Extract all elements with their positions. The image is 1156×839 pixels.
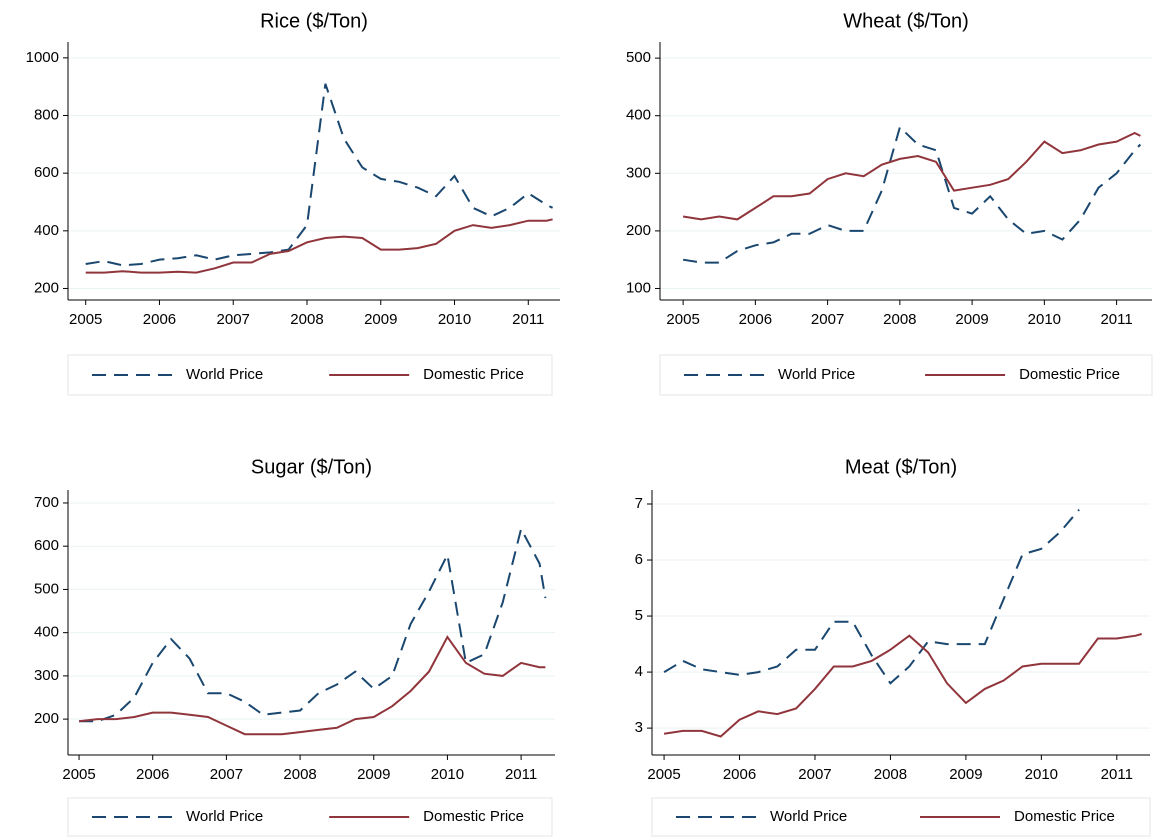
series-line bbox=[78, 635, 546, 736]
x-tick-label: 2006 bbox=[136, 766, 169, 783]
y-tick-label: 800 bbox=[34, 106, 59, 123]
x-tick-label: 2005 bbox=[666, 311, 699, 328]
series-line bbox=[663, 633, 1142, 738]
legend-label: Domestic Price bbox=[423, 366, 524, 383]
legend-box bbox=[67, 354, 553, 396]
y-tick-label: 200 bbox=[34, 710, 59, 727]
y-tick-label: 500 bbox=[626, 49, 651, 66]
y-tick-label: 3 bbox=[635, 719, 643, 736]
legend-label: Domestic Price bbox=[1019, 366, 1120, 383]
series-line bbox=[85, 83, 554, 267]
y-tick-label: 600 bbox=[34, 537, 59, 554]
x-tick-label: 2010 bbox=[1025, 766, 1058, 783]
y-tick-label: 500 bbox=[34, 580, 59, 597]
y-tick-label: 100 bbox=[626, 279, 651, 296]
y-tick-label: 200 bbox=[626, 222, 651, 239]
legend-box bbox=[67, 797, 553, 837]
x-tick-label: 2005 bbox=[69, 311, 102, 328]
x-tick-label: 2011 bbox=[512, 311, 544, 328]
x-tick-label: 2009 bbox=[949, 766, 982, 783]
chart-title: Meat ($/Ton) bbox=[845, 456, 957, 478]
legend-box bbox=[651, 797, 1151, 837]
y-tick-label: 7 bbox=[635, 495, 643, 512]
x-tick-label: 2010 bbox=[438, 311, 471, 328]
x-tick-label: 2006 bbox=[739, 311, 772, 328]
x-tick-label: 2005 bbox=[62, 766, 95, 783]
x-tick-label: 2007 bbox=[811, 311, 844, 328]
y-tick-label: 300 bbox=[34, 667, 59, 684]
x-tick-label: 2007 bbox=[210, 766, 243, 783]
y-tick-label: 400 bbox=[34, 624, 59, 641]
x-tick-label: 2009 bbox=[955, 311, 988, 328]
x-tick-label: 2008 bbox=[290, 311, 323, 328]
y-tick-label: 300 bbox=[626, 164, 651, 181]
legend-label: Domestic Price bbox=[423, 808, 524, 825]
x-tick-label: 2007 bbox=[217, 311, 250, 328]
x-tick-label: 2008 bbox=[874, 766, 907, 783]
x-tick-label: 2011 bbox=[1101, 766, 1133, 783]
x-tick-label: 2007 bbox=[798, 766, 831, 783]
legend-label: World Price bbox=[186, 808, 263, 825]
y-tick-label: 200 bbox=[34, 279, 59, 296]
x-tick-label: 2008 bbox=[883, 311, 916, 328]
y-tick-label: 700 bbox=[34, 494, 59, 511]
legend-label: Domestic Price bbox=[1014, 808, 1115, 825]
chart-title: Wheat ($/Ton) bbox=[843, 10, 969, 32]
x-tick-label: 2009 bbox=[357, 766, 390, 783]
series-line bbox=[663, 508, 1080, 685]
x-tick-label: 2010 bbox=[431, 766, 464, 783]
x-tick-label: 2011 bbox=[505, 766, 537, 783]
x-tick-label: 2011 bbox=[1100, 311, 1132, 328]
x-tick-label: 2005 bbox=[647, 766, 680, 783]
series-line bbox=[682, 131, 1141, 221]
series-line bbox=[85, 218, 553, 274]
legend-box bbox=[659, 354, 1153, 396]
legend-label: World Price bbox=[186, 366, 263, 383]
x-tick-label: 2008 bbox=[283, 766, 316, 783]
series-line bbox=[79, 526, 547, 723]
x-tick-label: 2010 bbox=[1028, 311, 1061, 328]
legend-label: World Price bbox=[770, 808, 847, 825]
x-tick-label: 2006 bbox=[143, 311, 176, 328]
x-tick-label: 2006 bbox=[723, 766, 756, 783]
x-tick-label: 2009 bbox=[364, 311, 397, 328]
series-line bbox=[682, 125, 1142, 264]
y-tick-label: 5 bbox=[635, 607, 643, 624]
y-tick-label: 400 bbox=[626, 107, 651, 124]
chart-title: Sugar ($/Ton) bbox=[251, 456, 372, 478]
y-tick-label: 1000 bbox=[26, 49, 59, 66]
chart-title: Rice ($/Ton) bbox=[260, 10, 368, 32]
legend-label: World Price bbox=[778, 366, 855, 383]
y-tick-label: 4 bbox=[635, 663, 643, 680]
y-tick-label: 400 bbox=[34, 222, 59, 239]
y-tick-label: 600 bbox=[34, 164, 59, 181]
y-tick-label: 6 bbox=[635, 551, 643, 568]
